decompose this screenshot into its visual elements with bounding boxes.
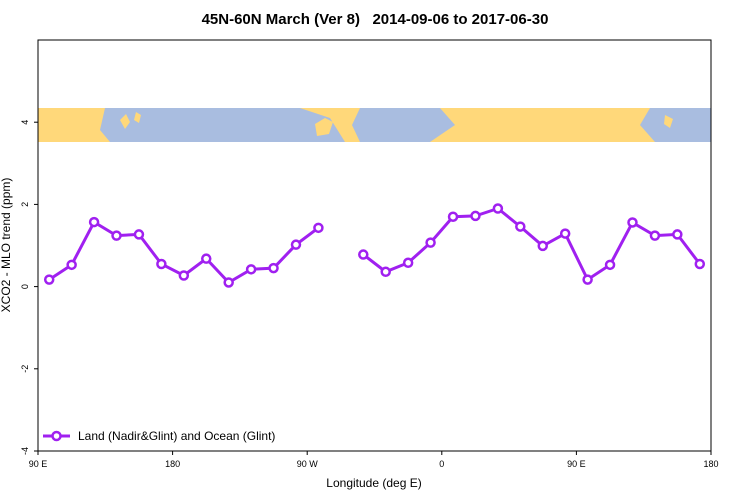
x-tick-label: 180 xyxy=(703,459,718,469)
y-tick-label: 4 xyxy=(20,120,30,125)
plot-frame xyxy=(37,39,712,452)
chart-title: 45N-60N March (Ver 8) 2014-09-06 to 2017… xyxy=(202,11,549,28)
data-point xyxy=(402,257,414,269)
data-point xyxy=(672,229,683,240)
y-tick-label: -4 xyxy=(20,447,30,455)
data-point xyxy=(245,264,257,275)
data-point xyxy=(559,228,571,239)
data-point xyxy=(649,230,661,241)
x-tick-label: 90 E xyxy=(567,459,586,469)
x-tick-label: 90 W xyxy=(297,459,319,469)
data-point xyxy=(133,229,145,240)
data-point xyxy=(313,222,324,234)
data-point xyxy=(88,216,100,228)
data-point xyxy=(380,266,391,278)
data-point xyxy=(290,239,302,250)
x-tick-label: 0 xyxy=(439,459,444,469)
data-point xyxy=(66,259,77,271)
data-point xyxy=(447,211,459,222)
y-tick-label: 0 xyxy=(20,284,30,289)
x-axis-label: Longitude (deg E) xyxy=(326,476,421,490)
data-point xyxy=(492,203,504,214)
series-line xyxy=(48,206,701,285)
data-point xyxy=(627,217,638,228)
y-tick-label: -2 xyxy=(20,365,30,373)
x-tick-label: 90 E xyxy=(29,459,48,469)
data-point xyxy=(223,277,234,288)
data-point xyxy=(425,237,436,248)
data-point xyxy=(268,262,279,274)
data-point xyxy=(358,249,369,260)
data-point xyxy=(43,274,55,285)
data-point xyxy=(156,258,167,270)
data-point xyxy=(178,270,190,281)
data-point xyxy=(515,221,526,232)
legend-label: Land (Nadir&Glint) and Ocean (Glint) xyxy=(78,429,275,443)
map-strip xyxy=(38,108,711,142)
data-point xyxy=(582,274,593,285)
legend-marker xyxy=(51,430,62,442)
y-axis-label: XCO2 - MLO trend (ppm) xyxy=(0,178,13,313)
x-tick-label: 180 xyxy=(165,459,180,469)
data-point xyxy=(111,230,122,241)
data-point xyxy=(604,259,616,271)
data-point xyxy=(537,240,548,252)
y-tick-label: 2 xyxy=(20,202,30,207)
data-point xyxy=(201,253,212,264)
data-point xyxy=(470,210,481,222)
data-point xyxy=(694,258,706,270)
